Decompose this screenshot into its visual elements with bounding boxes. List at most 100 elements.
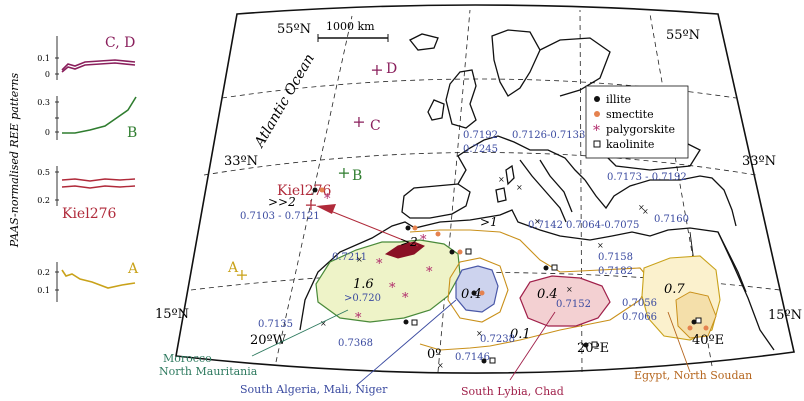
isotope-value: 0.7182 (598, 266, 633, 277)
svg-text:×: × (638, 203, 645, 212)
coastline (299, 29, 775, 351)
sample-point-d: + D (370, 60, 397, 79)
legend-item-kaolinite: kaolinite (606, 138, 654, 151)
palygorskite-icon: * (593, 123, 600, 139)
region-label-morocco-1: Morocco (163, 352, 212, 365)
svg-text:×: × (642, 207, 649, 216)
sample-point-c: + C (352, 112, 380, 134)
sample-point-a: + A (227, 260, 249, 284)
lon-label-20w: 20ºW (250, 333, 287, 348)
svg-text:+: + (235, 265, 248, 284)
svg-text:+: + (337, 163, 350, 182)
lat-label-55n-left: 55ºN (277, 22, 311, 37)
legend: illite smectite * palygorskite kaolinite (585, 85, 689, 159)
ree-curve (61, 59, 136, 71)
illite-icon (594, 96, 600, 102)
isotope-value: 0.7066 (622, 312, 657, 323)
region-label-lybia: South Lybia, Chad (461, 385, 564, 398)
sample-site-markers: × × × × × × × × × × × (320, 175, 649, 370)
palygorskite-markers: * * * * * * * (324, 192, 433, 326)
panel-label-cd: C, D (105, 35, 135, 51)
svg-text:×: × (476, 329, 483, 338)
isotope-value: 0.7103 - 0.7121 (240, 211, 320, 222)
sample-label-a: A (227, 260, 239, 276)
region-morocco (315, 239, 461, 323)
ree-curve (61, 178, 136, 182)
smectite-icon (594, 111, 600, 117)
flux-label: 0.4 (461, 287, 482, 302)
flux-label: >>2 (268, 195, 296, 209)
svg-text:*: * (355, 311, 362, 326)
lon-label-40e: 40ºE (692, 333, 724, 348)
svg-text:+: + (352, 112, 365, 131)
isotope-value: 0.7135 (258, 319, 293, 330)
region-lybia (519, 275, 611, 327)
svg-text:*: * (402, 291, 409, 306)
legend-box (585, 85, 689, 159)
svg-text:*: * (376, 257, 383, 272)
flux-label: 1.6 (353, 277, 374, 292)
lat-label-33n-left: 33ºN (224, 154, 258, 169)
lat-label-15n-right: 15ºN (768, 308, 802, 323)
tick-label: 0.2 (37, 196, 50, 205)
tick-label: 0.5 (37, 168, 50, 177)
svg-text:×: × (566, 285, 573, 294)
isotope-value: 0.7158 (598, 252, 633, 263)
sample-label-c: C (370, 118, 381, 134)
ree-curve (61, 269, 136, 289)
svg-text:*: * (420, 233, 427, 248)
sample-label-b: B (352, 168, 362, 184)
isotope-value: >0.720 (344, 293, 381, 304)
isotope-value: 0.7152 (556, 299, 591, 310)
tick-label: 0.2 (37, 268, 50, 277)
lat-label-55n-right: 55ºN (666, 28, 700, 43)
isotope-value: 0.7238 (480, 334, 515, 345)
flux-label: 0.1 (510, 327, 531, 342)
isotope-value: 0.7142 (528, 220, 563, 231)
svg-text:+: + (304, 195, 317, 214)
isotope-value: 0.7146 (455, 352, 490, 363)
flux-label: 0.4 (537, 287, 558, 302)
ree-curve (62, 96, 137, 134)
lat-label-15n-left: 15ºN (155, 307, 189, 322)
ree-panel-kiel276: 0.5 0.2 Kiel276 (37, 166, 136, 222)
ocean-label: Atlantic Ocean (251, 51, 318, 151)
arrow-head (316, 204, 336, 214)
tick-label: 0.1 (37, 286, 50, 295)
legend-item-smectite: smectite (606, 108, 654, 121)
leader-lines (251, 299, 691, 386)
isotope-value: 0.7064-0.7075 (566, 220, 639, 231)
sample-label-d: D (386, 61, 397, 77)
clay-markers (312, 187, 709, 364)
isotope-value: 0.7211 (332, 252, 367, 263)
flux-label: >1 (480, 215, 498, 229)
legend-item-illite: illite (606, 93, 631, 106)
panel-label-a: A (127, 261, 139, 277)
scale-bar-label: 1000 km (326, 20, 375, 33)
kaolinite-icon (593, 140, 601, 148)
svg-text:×: × (437, 361, 444, 370)
tick-label: 0 (45, 70, 50, 79)
ree-panel-cd: 0.1 0 C, D (37, 35, 135, 80)
svg-text:×: × (320, 319, 327, 328)
sample-point-b: + B (337, 163, 362, 184)
kiel-plume (384, 241, 425, 259)
ree-axis-title: PAAS-normalised REE patterns (8, 72, 21, 248)
region-label-egypt: Egypt, North Soudan (634, 369, 752, 382)
svg-text:*: * (324, 192, 331, 207)
region-algeria (455, 265, 499, 313)
panel-label-kiel276: Kiel276 (62, 206, 117, 222)
sample-point-kiel276: + Kiel276 (277, 183, 332, 214)
region-label-morocco-2: North Mauritania (159, 365, 258, 378)
flux-label: >2 (400, 235, 418, 249)
isotope-value: 0.7126-0.7133 (512, 130, 585, 141)
sample-label-kiel276: Kiel276 (277, 183, 332, 199)
ree-curve (61, 62, 136, 73)
svg-text:*: * (426, 265, 433, 280)
isotope-value: 0.7160 (654, 214, 689, 225)
flux-label: 0.7 (664, 282, 685, 297)
map-frame (175, 4, 795, 374)
isotope-values: 0.7103 - 0.7121 0.7192 0.7245 0.7126-0.7… (240, 130, 689, 363)
